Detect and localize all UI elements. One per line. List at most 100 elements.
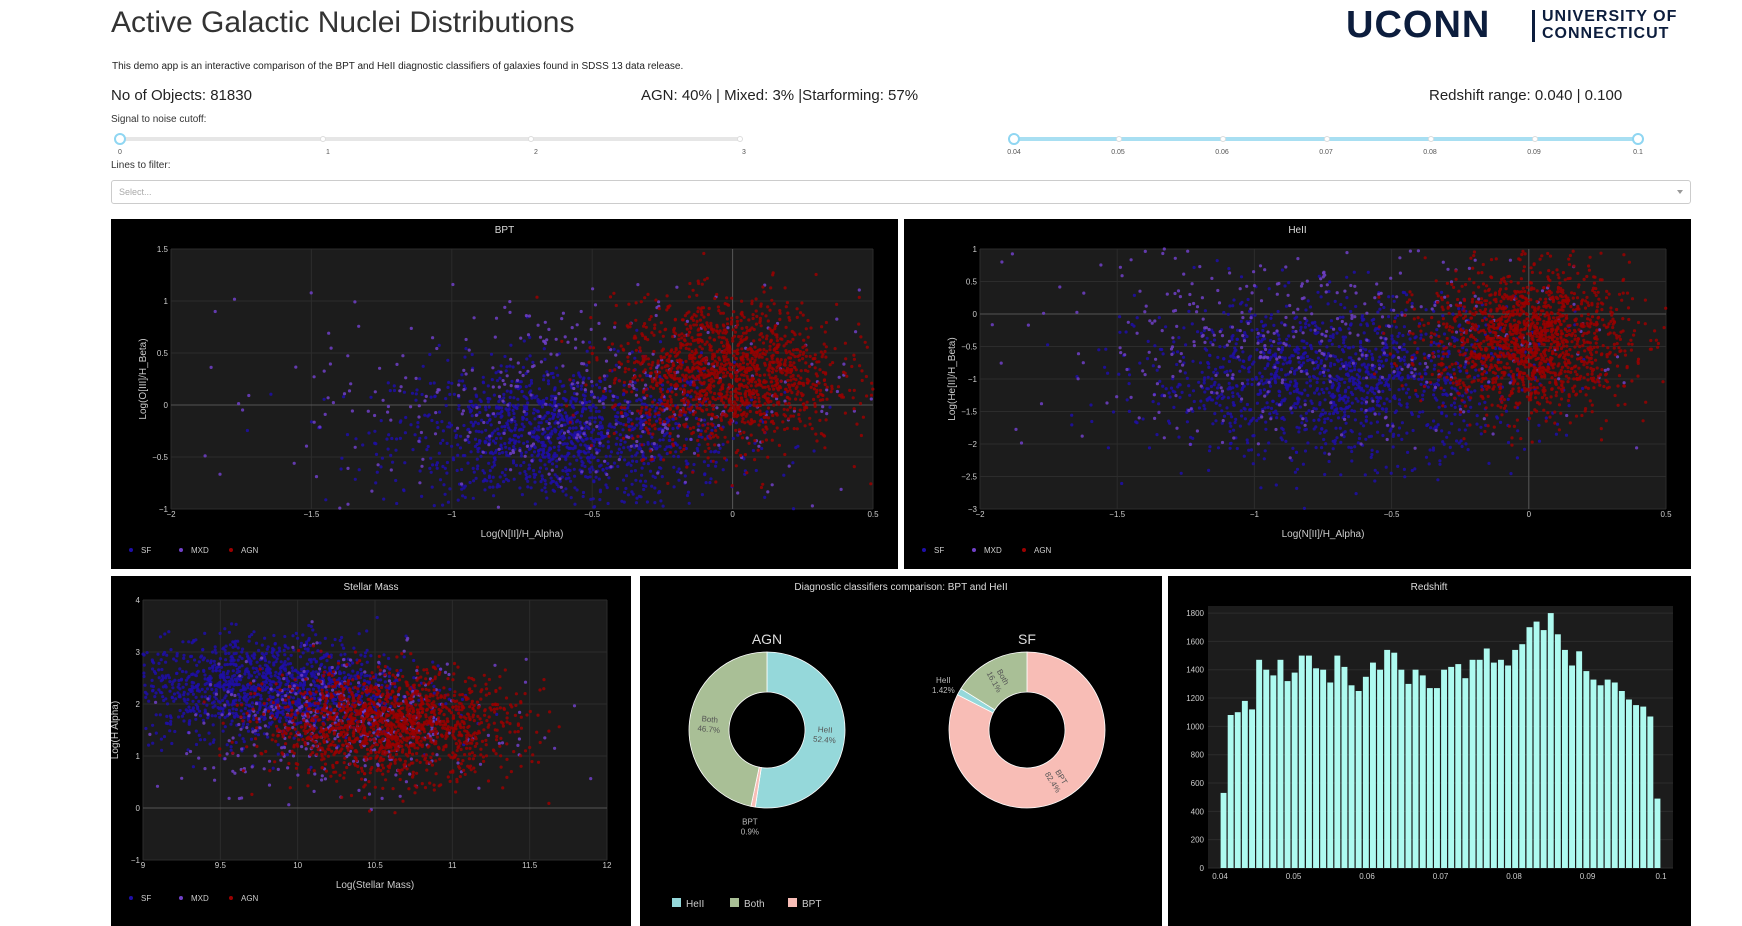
- point-agn: [770, 366, 774, 370]
- snr-mark-label: 3: [742, 149, 746, 156]
- point-agn: [711, 395, 715, 399]
- redshift-range-slider[interactable]: 0.04 0.05 0.06 0.07 0.08 0.09 0.1: [1007, 130, 1648, 156]
- point-agn: [767, 416, 771, 420]
- point-mxd: [505, 374, 509, 378]
- point-mxd: [1135, 331, 1139, 335]
- point-sf: [1280, 321, 1284, 325]
- point-sf: [1223, 345, 1227, 349]
- point-agn: [795, 427, 799, 431]
- point-mxd: [1278, 403, 1282, 407]
- point-agn: [772, 421, 776, 426]
- point-agn: [815, 439, 819, 443]
- chevron-down-icon[interactable]: [1677, 190, 1683, 194]
- point-agn: [658, 330, 662, 334]
- bpt-scatter-chart[interactable]: BPT−2 −1.5 −1 −0.5 0 0.5−1−0.500.511.5Log(N[I…: [111, 219, 898, 569]
- point-sf: [633, 469, 638, 473]
- point-mxd: [1198, 265, 1202, 269]
- point-sf: [1345, 363, 1349, 367]
- point-agn: [685, 465, 689, 469]
- point-agn: [668, 431, 672, 436]
- point-agn: [782, 363, 786, 367]
- point-sf: [1173, 390, 1177, 394]
- point-agn: [789, 352, 793, 356]
- point-agn: [728, 363, 733, 367]
- point-agn: [786, 408, 790, 412]
- point-mxd: [1162, 394, 1167, 398]
- point-mxd: [389, 468, 393, 472]
- point-agn: [649, 458, 653, 462]
- point-agn: [803, 344, 807, 348]
- point-agn: [747, 441, 751, 445]
- point-agn: [775, 382, 779, 386]
- snr-slider[interactable]: 0 1 2 3: [114, 130, 746, 156]
- point-sf: [309, 420, 314, 424]
- point-mxd: [1296, 307, 1300, 311]
- point-sf: [590, 384, 594, 388]
- point-sf: [532, 468, 536, 473]
- point-agn: [663, 365, 667, 369]
- point-sf: [629, 463, 633, 467]
- point-sf: [1214, 419, 1218, 423]
- point-agn: [793, 382, 797, 386]
- redshift-max-handle[interactable]: [1632, 133, 1644, 145]
- point-sf: [1424, 455, 1429, 459]
- point-mxd: [1178, 295, 1182, 299]
- point-mxd: [1335, 317, 1340, 321]
- point-sf: [1301, 361, 1306, 365]
- point-sf: [1338, 426, 1342, 430]
- point-agn: [644, 420, 648, 425]
- point-sf: [1180, 390, 1184, 394]
- point-agn: [845, 374, 849, 378]
- point-sf: [491, 485, 495, 489]
- point-mxd: [350, 409, 354, 413]
- point-sf: [564, 493, 568, 497]
- point-sf: [564, 399, 568, 403]
- point-agn: [661, 334, 665, 338]
- point-agn: [718, 365, 722, 369]
- point-sf: [565, 419, 569, 423]
- heii-scatter-chart[interactable]: HeII−2 −1.5 −1 −0.5 0 0.5−3−2.5−2−1.5−1−0.500…: [904, 219, 1691, 569]
- point-mxd: [1157, 410, 1161, 414]
- point-sf: [1358, 432, 1362, 436]
- point-sf: [1394, 347, 1398, 351]
- point-agn: [651, 380, 655, 384]
- point-mxd: [314, 475, 319, 479]
- heii-chart-panel[interactable]: HeII −2 −1.5 −1 −0.5 0 0.5 −3 −2.5 −2 −1.5 −1 −0.5 0 0…: [904, 219, 1691, 569]
- point-sf: [1222, 310, 1226, 315]
- point-agn: [750, 299, 754, 303]
- lines-filter-dropdown[interactable]: Select...: [111, 180, 1691, 204]
- snr-slider-handle[interactable]: [114, 133, 126, 145]
- scatter-points: [203, 251, 875, 511]
- point-agn: [754, 355, 758, 359]
- point-agn: [696, 365, 700, 369]
- point-agn: [768, 363, 772, 367]
- point-sf: [487, 418, 491, 422]
- point-agn: [725, 351, 729, 355]
- point-sf: [1359, 323, 1363, 327]
- point-agn: [686, 333, 690, 337]
- point-sf: [1369, 409, 1373, 413]
- point-agn: [720, 336, 724, 340]
- point-sf: [612, 425, 616, 429]
- point-mxd: [518, 449, 522, 453]
- point-sf: [557, 448, 561, 452]
- bpt-chart-panel[interactable]: BPT −2 −1.5 −1 −0.5 0 0.5 −1 −0.5 0 0.5 1 1.5 Log(N[I…: [111, 219, 898, 569]
- point-sf: [1396, 350, 1400, 354]
- point-sf: [543, 486, 547, 490]
- point-sf: [1379, 381, 1383, 385]
- point-sf: [539, 480, 543, 484]
- redshift-min-handle[interactable]: [1008, 133, 1020, 145]
- snr-slider-track[interactable]: [119, 137, 741, 141]
- x-tick-label: −0.5: [584, 510, 600, 519]
- point-sf: [685, 425, 689, 429]
- point-agn: [694, 348, 698, 352]
- point-mxd: [1343, 417, 1347, 421]
- point-agn: [739, 396, 743, 400]
- point-agn: [822, 378, 827, 383]
- point-agn: [698, 345, 702, 349]
- point-sf: [439, 441, 443, 445]
- point-agn: [797, 358, 801, 362]
- point-agn: [786, 370, 790, 374]
- point-mxd: [1192, 344, 1196, 348]
- point-sf: [685, 380, 689, 384]
